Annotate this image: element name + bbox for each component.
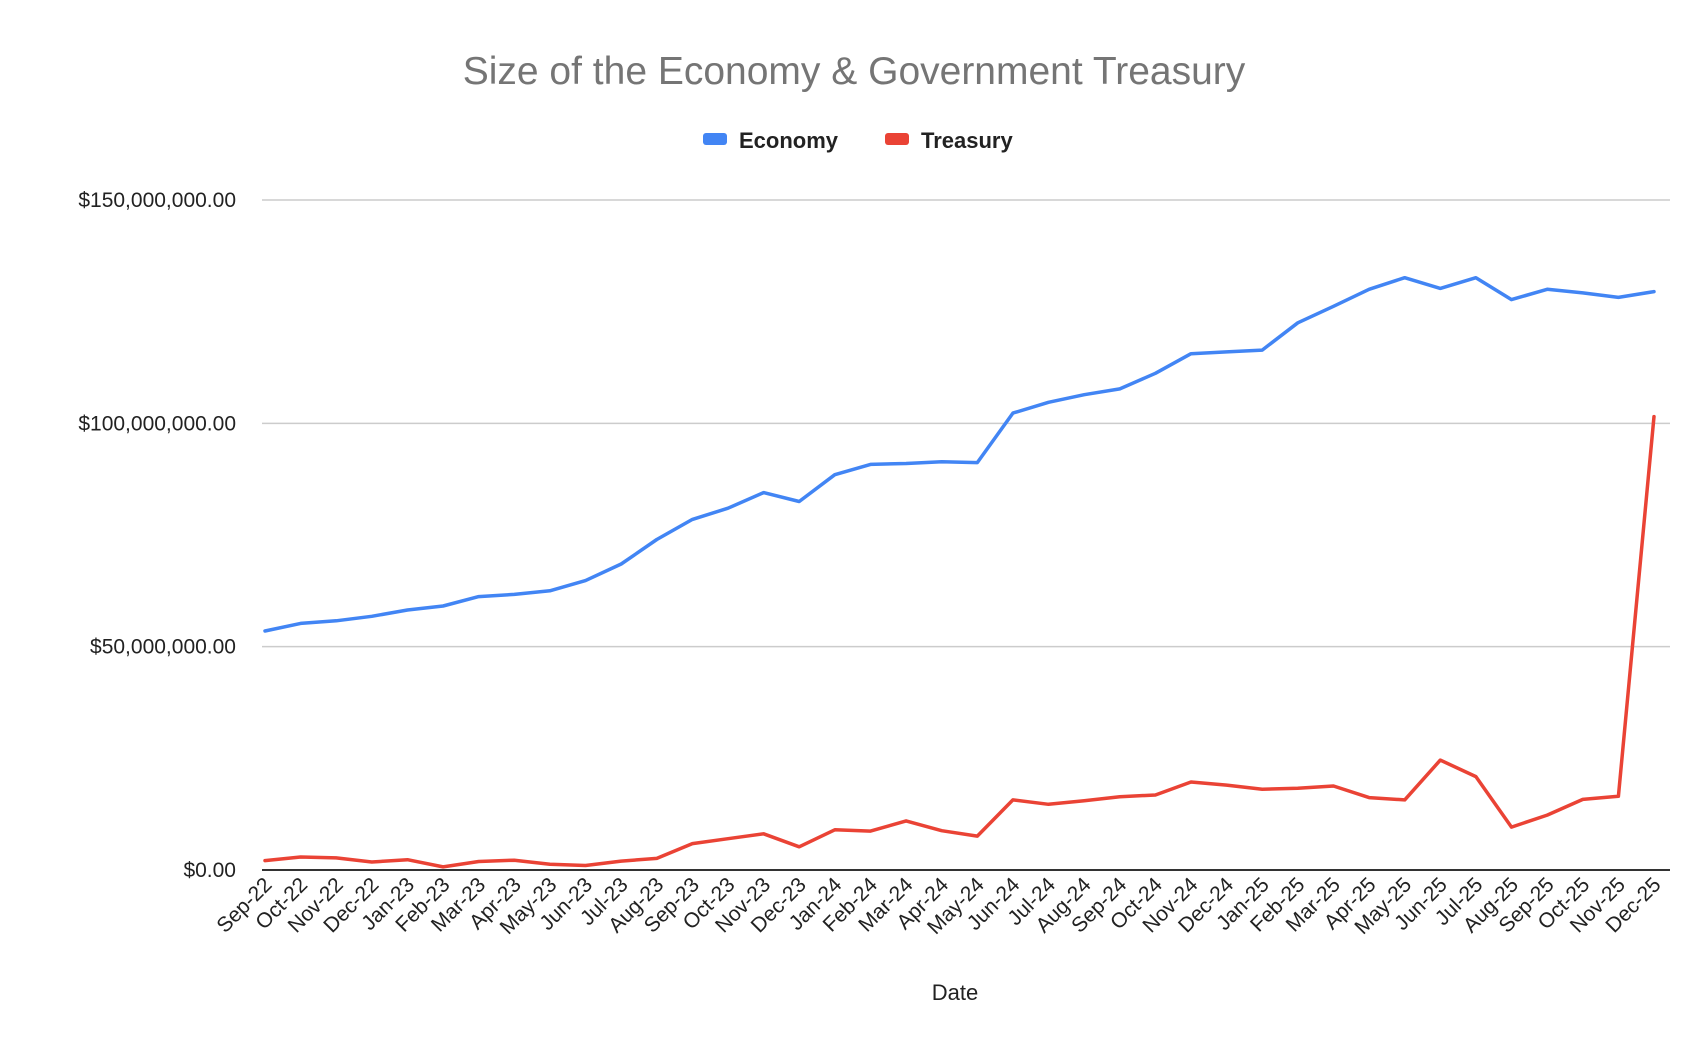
legend-label-economy: Economy	[739, 128, 839, 153]
y-tick-label: $50,000,000.00	[90, 636, 236, 659]
series-layer	[263, 275, 1656, 869]
legend: Economy Treasury	[703, 128, 1013, 153]
legend-swatch-economy	[703, 133, 727, 145]
y-tick-label: $0.00	[183, 859, 236, 882]
x-axis-title: Date	[932, 980, 978, 1005]
y-axis: $0.00 $50,000,000.00 $100,000,000.00 $150,0…	[78, 189, 236, 882]
treasury-series-line	[263, 414, 1656, 869]
y-tick-label: $100,000,000.00	[78, 412, 236, 435]
gridlines	[262, 199, 1670, 648]
legend-swatch-treasury	[885, 133, 909, 145]
legend-label-treasury: Treasury	[921, 128, 1013, 153]
x-axis: Sep-22Oct-22Nov-22Dec-22Jan-23Feb-23Mar-…	[212, 869, 1670, 939]
economy-series-line	[263, 275, 1656, 633]
y-tick-label: $150,000,000.00	[78, 189, 236, 212]
chart-title: Size of the Economy & Government Treasur…	[463, 50, 1246, 93]
